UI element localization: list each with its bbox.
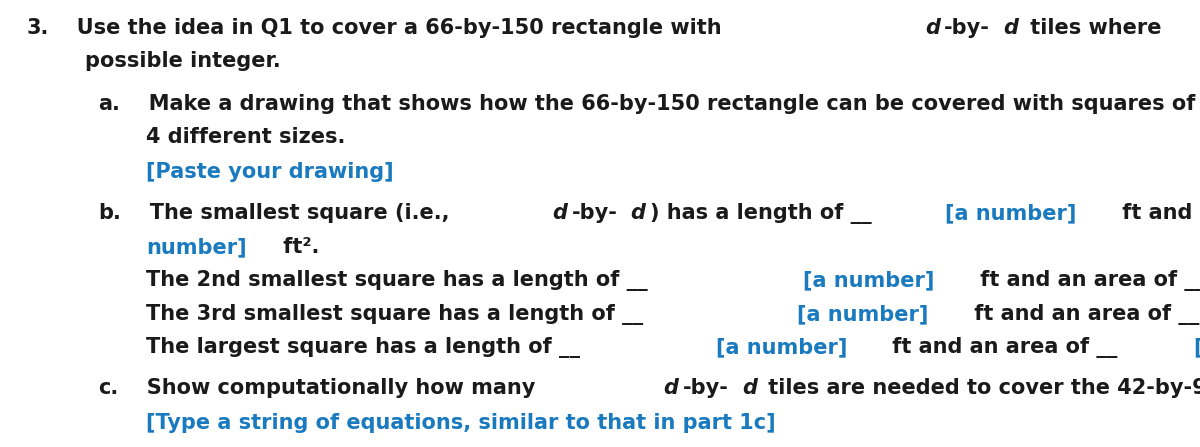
Text: -by-: -by-	[683, 378, 728, 398]
Text: d: d	[1003, 18, 1019, 38]
Text: 3.: 3.	[26, 18, 49, 38]
Text: d: d	[631, 203, 646, 224]
Text: tiles where: tiles where	[1022, 18, 1169, 38]
Text: d: d	[742, 378, 757, 398]
Text: The 3rd smallest square has a length of __: The 3rd smallest square has a length of …	[146, 304, 650, 325]
Text: [a number]: [a number]	[946, 203, 1076, 224]
Text: ) has a length of __: ) has a length of __	[650, 203, 878, 224]
Text: d: d	[664, 378, 678, 398]
Text: Use the idea in Q1 to cover a 66-by-150 rectangle with: Use the idea in Q1 to cover a 66-by-150 …	[55, 18, 730, 38]
Text: -by-: -by-	[944, 18, 990, 38]
Text: Make a drawing that shows how the 66-by-150 rectangle can be covered with square: Make a drawing that shows how the 66-by-…	[127, 94, 1195, 114]
Text: [a number]: [a number]	[797, 304, 929, 324]
Text: number]: number]	[146, 237, 247, 257]
Text: [Paste your drawing]: [Paste your drawing]	[146, 162, 394, 182]
Text: [a number]: [a number]	[803, 270, 935, 291]
Text: c.: c.	[98, 378, 119, 398]
Text: ft².: ft².	[276, 237, 319, 257]
Text: ft and an area of __: ft and an area of __	[1115, 203, 1200, 224]
Text: b.: b.	[98, 203, 121, 224]
Text: ft and an area of __: ft and an area of __	[972, 270, 1200, 291]
Text: The largest square has a length of __: The largest square has a length of __	[146, 337, 588, 358]
Text: The 2nd smallest square has a length of __: The 2nd smallest square has a length of …	[146, 270, 655, 291]
Text: ft and an area of __: ft and an area of __	[886, 337, 1124, 358]
Text: tiles are needed to cover the 42-by-96 rectangle.: tiles are needed to cover the 42-by-96 r…	[761, 378, 1200, 398]
Text: -by-: -by-	[571, 203, 617, 224]
Text: [a number]: [a number]	[1194, 337, 1200, 358]
Text: d: d	[552, 203, 568, 224]
Text: possible integer.: possible integer.	[85, 51, 281, 72]
Text: d: d	[925, 18, 940, 38]
Text: [Type a string of equations, similar to that in part 1c]: [Type a string of equations, similar to …	[146, 413, 776, 434]
Text: The smallest square (i.e.,: The smallest square (i.e.,	[128, 203, 457, 224]
Text: [a number]: [a number]	[715, 337, 847, 358]
Text: ft and an area of __: ft and an area of __	[967, 304, 1200, 325]
Text: Show computationally how many: Show computationally how many	[125, 378, 542, 398]
Text: 4 different sizes.: 4 different sizes.	[146, 127, 346, 148]
Text: a.: a.	[98, 94, 120, 114]
